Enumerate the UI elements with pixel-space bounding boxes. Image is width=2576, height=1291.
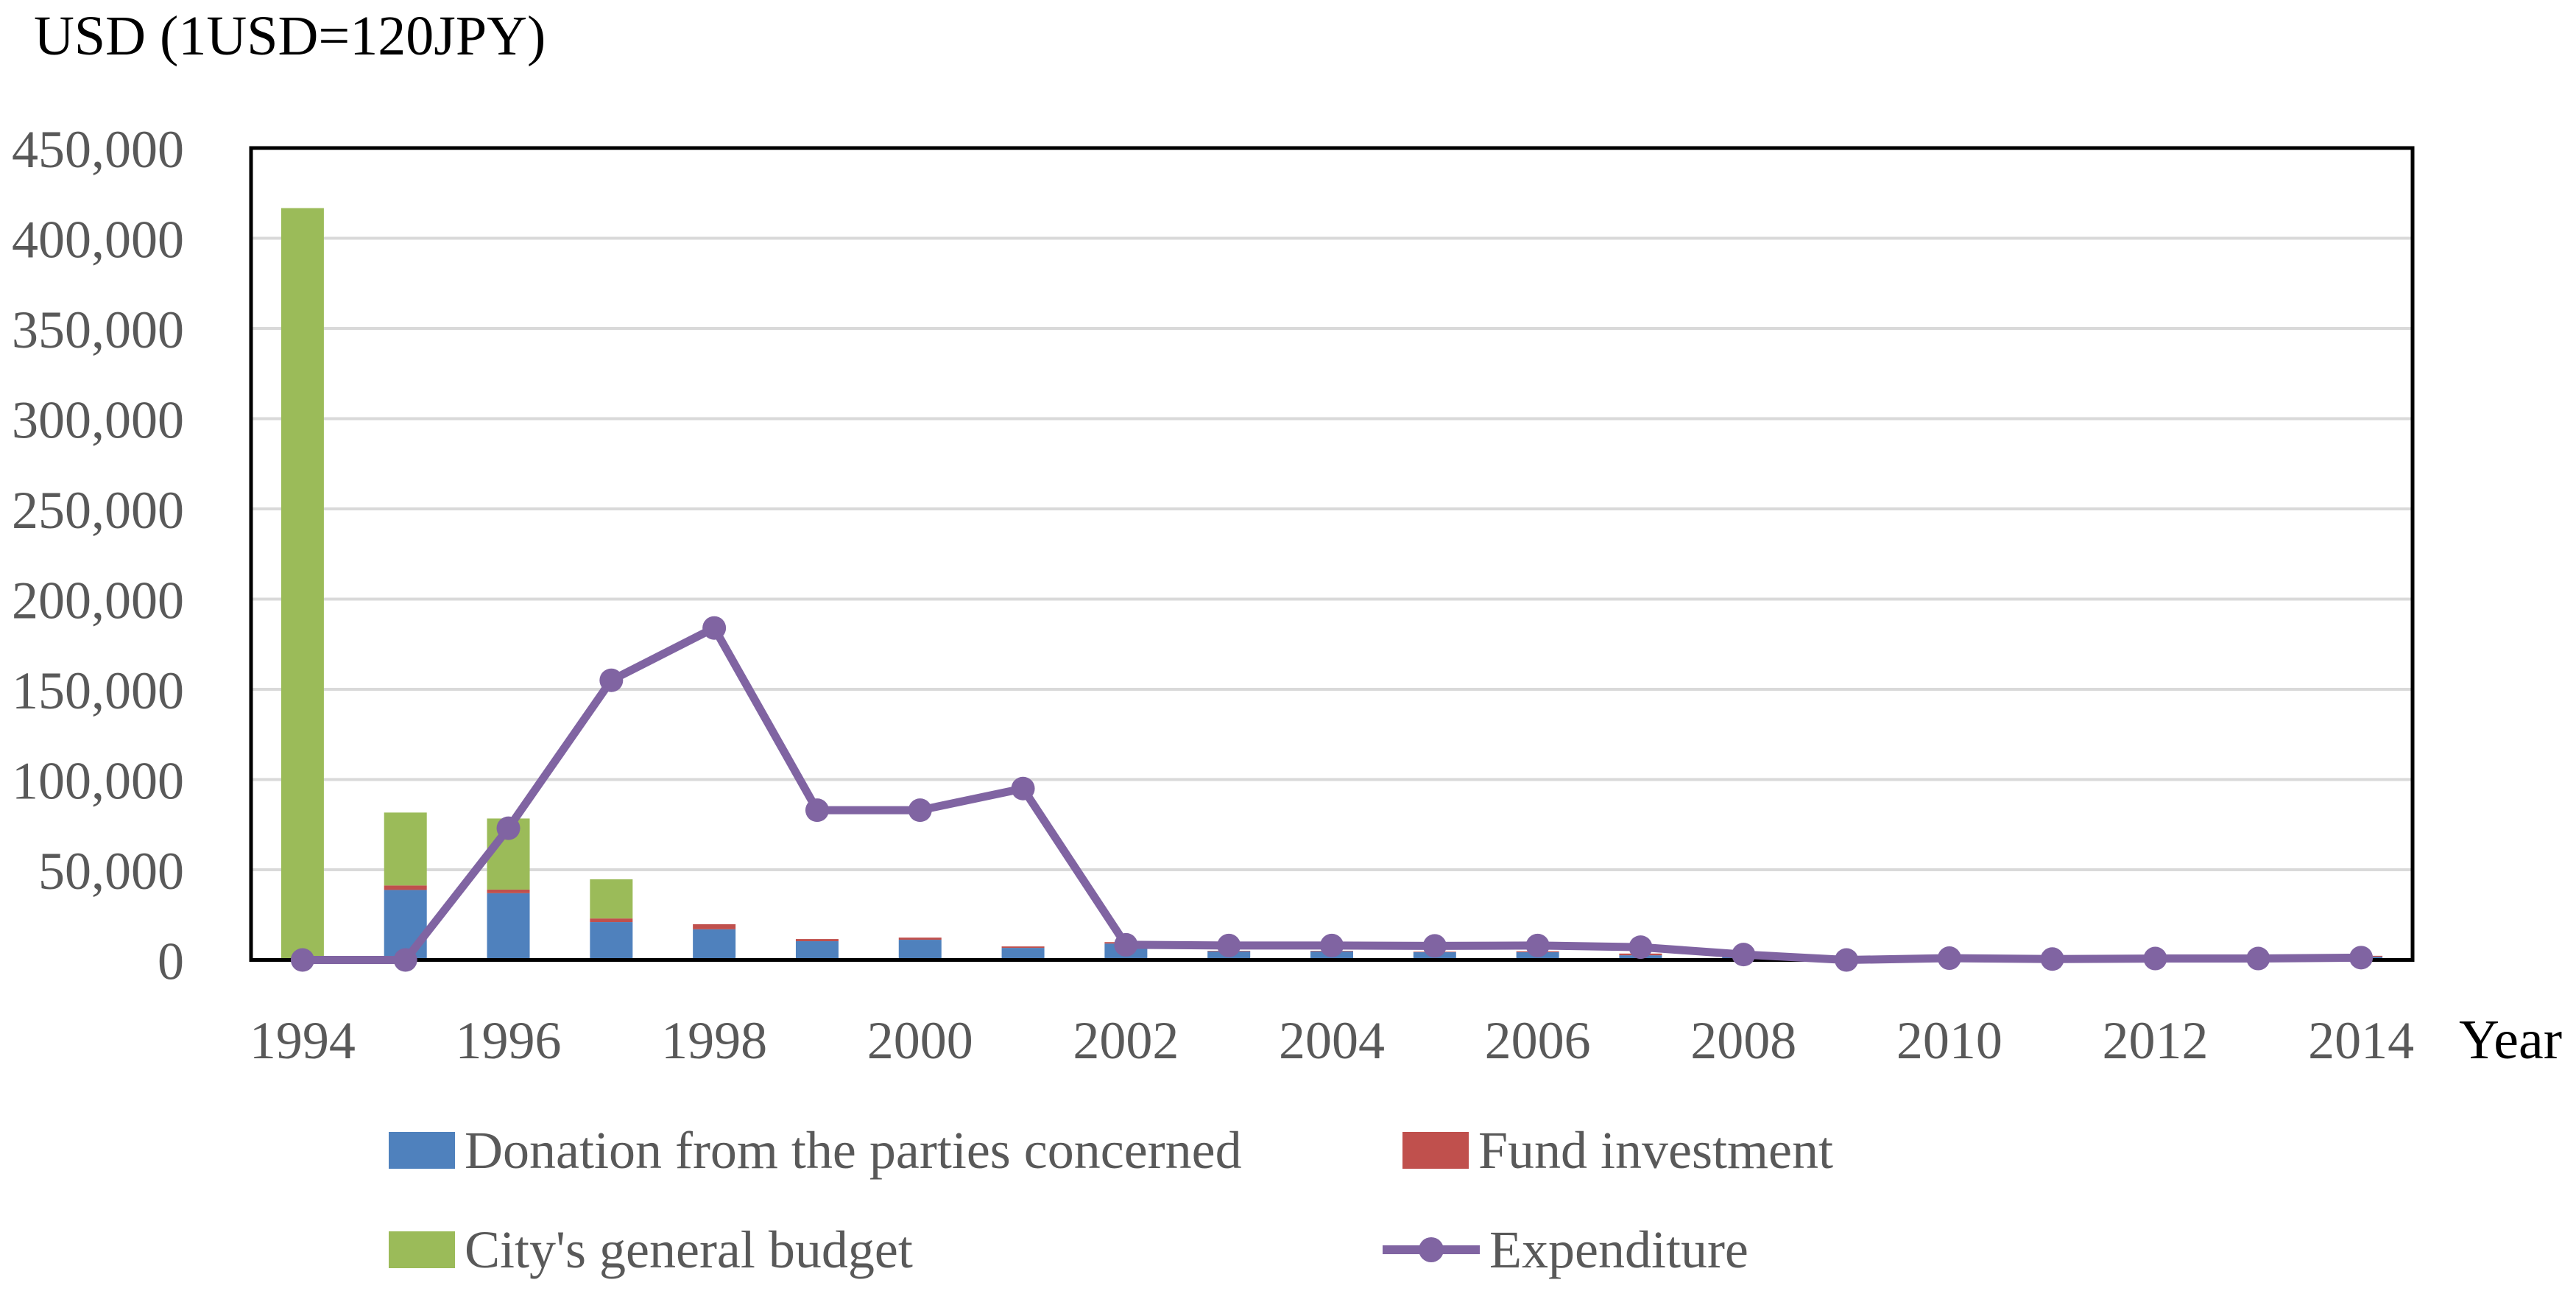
expenditure-marker-2003 [1217,933,1241,957]
bar-segment-1999 [795,941,839,960]
expenditure-marker-1994 [290,948,314,972]
y-tick-label: 300,000 [12,390,184,449]
y-tick-label: 350,000 [12,300,184,359]
bar-segment-2000 [898,940,942,960]
expenditure-marker-2008 [1732,943,1756,967]
donation-swatch-icon [389,1132,455,1169]
y-tick-label: 0 [158,932,184,991]
y-tick-label: 150,000 [12,661,184,720]
bar-segment-1998 [693,924,736,929]
bar-segment-2001 [1001,946,1045,949]
legend-item-fund-investment: Fund investment [1402,1121,1833,1180]
expenditure-marker-2014 [2349,946,2374,970]
expenditure-line-dot [1419,1237,1444,1262]
bar-segment-2001 [1001,948,1045,960]
bar-segment-1994 [280,208,324,960]
bar-segment-2000 [898,938,942,940]
y-tick-label: 100,000 [12,751,184,810]
y-tick-label: 200,000 [12,571,184,630]
expenditure-marker-2000 [908,798,932,823]
expenditure-marker-2002 [1114,932,1138,957]
expenditure-marker-2004 [1320,933,1344,957]
expenditure-marker-1995 [393,948,417,972]
expenditure-marker-1997 [599,668,624,692]
expenditure-marker-2011 [2040,947,2064,971]
expenditure-marker-1996 [496,816,521,840]
y-tick-label: 400,000 [12,210,184,269]
expenditure-marker-1998 [702,616,727,640]
x-tick-label: 2012 [2102,1011,2208,1070]
x-tick-label: 1996 [456,1011,562,1070]
bar-segment-1995 [384,885,427,890]
expenditure-marker-2009 [1835,948,1859,972]
expenditure-marker-2007 [1628,935,1653,960]
chart-title: USD (1USD=120JPY) [34,5,546,67]
y-tick-label: 50,000 [38,842,184,901]
legend-item-expenditure: Expenditure [1383,1220,1748,1279]
x-tick-label: 2010 [1896,1011,2002,1070]
expenditure-marker-2006 [1525,933,1550,957]
bar-segment-1997 [590,879,633,919]
city-budget-swatch-icon [389,1231,455,1268]
legend-label-city-budget: City's general budget [465,1220,913,1279]
expenditure-line-marker-icon [1383,1231,1480,1268]
expenditure-marker-2012 [2143,946,2167,971]
expenditure-marker-1999 [805,798,829,823]
y-tick-label: 250,000 [12,481,184,540]
x-tick-label: 2014 [2308,1011,2414,1070]
expenditure-marker-2001 [1011,776,1035,801]
x-axis-title: Year [2459,1009,2562,1071]
x-tick-label: 1998 [661,1011,767,1070]
expenditure-marker-2010 [1937,946,1961,971]
fund-investment-swatch-icon [1402,1132,1469,1169]
bar-segment-1995 [384,812,427,886]
bar-segment-1999 [795,939,839,942]
bar-segment-1996 [487,893,530,960]
x-tick-label: 2004 [1279,1011,1385,1070]
bar-segment-1998 [693,929,736,960]
y-tick-label: 450,000 [12,120,184,179]
expenditure-marker-2013 [2246,946,2270,971]
legend-label-donation: Donation from the parties concerned [465,1120,1242,1180]
bar-segment-1996 [487,889,530,893]
legend-item-city-budget: City's general budget [389,1220,913,1279]
x-tick-label: 2000 [867,1011,973,1070]
x-tick-label: 2002 [1073,1011,1179,1070]
expenditure-marker-2005 [1422,934,1447,958]
x-tick-label: 2006 [1485,1011,1591,1070]
legend-label-fund-investment: Fund investment [1478,1120,1833,1180]
bar-segment-1997 [590,922,633,960]
plot-border [249,146,2415,962]
x-tick-label: 2008 [1690,1011,1796,1070]
legend-item-donation: Donation from the parties concerned [389,1121,1242,1180]
legend-label-expenditure: Expenditure [1489,1220,1748,1279]
bar-segment-1997 [590,918,633,923]
x-tick-label: 1994 [250,1011,356,1070]
